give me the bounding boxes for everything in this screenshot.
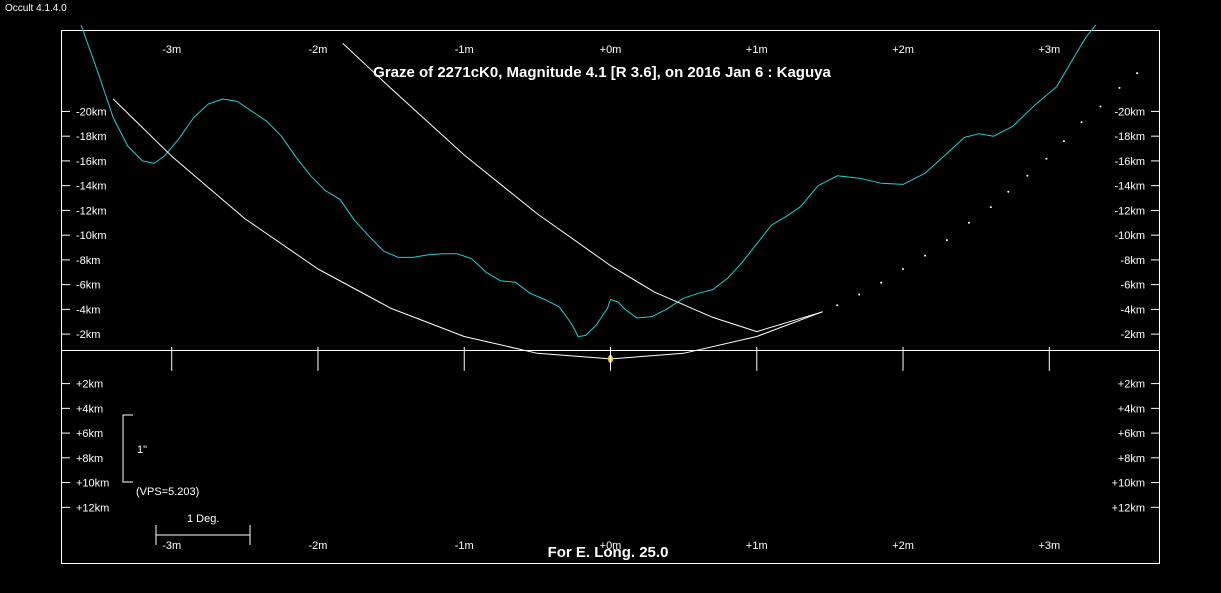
- vps-label: (VPS=5.203): [136, 486, 199, 498]
- plot-frame: [61, 30, 1160, 564]
- x-tick-label-top: +0m: [600, 44, 622, 56]
- series-2-point: [836, 304, 839, 307]
- y-tick-label-left: -18km: [76, 131, 107, 143]
- x-tick-label-bottom: -3m: [162, 540, 181, 552]
- series-2-point: [902, 268, 904, 270]
- y-tick-label-left: -14km: [76, 181, 107, 193]
- y-tick-label-left: -4km: [76, 304, 100, 316]
- tick-layer: -3m -3m -2m -2m -1m -1m +0m +0m +1m +1m +2m +2m +3m +…: [62, 44, 1159, 552]
- y-tick-label-left: +12km: [76, 502, 109, 514]
- y-tick-label-left: -20km: [76, 106, 107, 118]
- x-tick-label-top: +2m: [892, 44, 914, 56]
- series-0-line: [80, 24, 1097, 338]
- series-3-line: [342, 43, 823, 333]
- y-tick-label-right: +8km: [1118, 453, 1145, 465]
- series-2-point: [1026, 174, 1029, 177]
- x-tick-label-top: -3m: [162, 44, 181, 56]
- chart-title: Graze of 2271cK0, Magnitude 4.1 [R 3.6],…: [373, 64, 831, 81]
- y-tick-label-right: +10km: [1112, 478, 1145, 490]
- x-tick-label-top: +3m: [1038, 44, 1060, 56]
- series-1-line: [112, 98, 823, 360]
- y-tick-label-left: -16km: [76, 156, 107, 168]
- x-tick-label-bottom: +1m: [746, 540, 768, 552]
- x-tick-label-bottom: +0m: [600, 540, 622, 552]
- y-tick-label-right: -16km: [1114, 156, 1145, 168]
- y-tick-label-right: +4km: [1118, 403, 1145, 415]
- series-2-point: [858, 293, 861, 296]
- series-2-point: [1080, 121, 1083, 124]
- y-tick-label-right: +6km: [1118, 428, 1145, 440]
- series-2-point: [880, 281, 883, 284]
- degree-scale-bar: 1 Deg.: [155, 513, 251, 545]
- app-version-label: Occult 4.1.4.0: [5, 3, 67, 14]
- series-2-point: [1007, 190, 1010, 193]
- y-tick-label-right: -10km: [1114, 230, 1145, 242]
- y-tick-label-left: -2km: [76, 329, 100, 341]
- chart-footer: For E. Long. 25.0: [548, 544, 669, 561]
- x-tick-label-bottom: +3m: [1038, 540, 1060, 552]
- y-tick-label-left: +8km: [76, 453, 103, 465]
- y-tick-label-left: +10km: [76, 478, 109, 490]
- y-tick-label-right: -18km: [1114, 131, 1145, 143]
- arcsec-scale-label: 1": [137, 444, 147, 456]
- y-tick-label-right: -6km: [1121, 280, 1145, 292]
- y-tick-label-left: -12km: [76, 205, 107, 217]
- y-tick-label-right: -14km: [1114, 181, 1145, 193]
- degree-scale-label: 1 Deg.: [187, 513, 219, 525]
- y-tick-label-left: -6km: [76, 280, 100, 292]
- x-tick-label-bottom: -2m: [308, 540, 327, 552]
- y-tick-label-right: -2km: [1121, 329, 1145, 341]
- y-tick-label-left: +2km: [76, 379, 103, 391]
- series-2-point: [1045, 157, 1048, 160]
- y-tick-label-right: +2km: [1118, 379, 1145, 391]
- x-tick-label-top: -1m: [455, 44, 474, 56]
- series-2-point: [989, 206, 992, 209]
- x-tick-label-top: -2m: [308, 44, 327, 56]
- series-2-point: [1099, 105, 1102, 108]
- series-layer: [80, 24, 1139, 363]
- y-tick-label-left: +4km: [76, 403, 103, 415]
- x-tick-label-bottom: +2m: [892, 540, 914, 552]
- arcsec-scale-bar: 1": [122, 414, 147, 483]
- y-tick-label-right: -20km: [1114, 106, 1145, 118]
- y-tick-label-right: -4km: [1121, 304, 1145, 316]
- y-tick-label-right: -12km: [1114, 205, 1145, 217]
- series-2-point: [1136, 72, 1139, 75]
- y-tick-label-right: +12km: [1112, 502, 1145, 514]
- x-tick-label-bottom: -1m: [455, 540, 474, 552]
- series-2-point: [924, 254, 926, 257]
- series-2-point: [967, 221, 970, 224]
- series-2-point: [945, 239, 948, 242]
- x-tick-label-top: +1m: [746, 44, 768, 56]
- series-2-point: [1062, 140, 1065, 143]
- y-tick-label-right: -8km: [1121, 255, 1145, 267]
- y-tick-label-left: +6km: [76, 428, 103, 440]
- y-tick-label-left: -8km: [76, 255, 100, 267]
- y-tick-label-left: -10km: [76, 230, 107, 242]
- series-2-point: [1118, 86, 1121, 89]
